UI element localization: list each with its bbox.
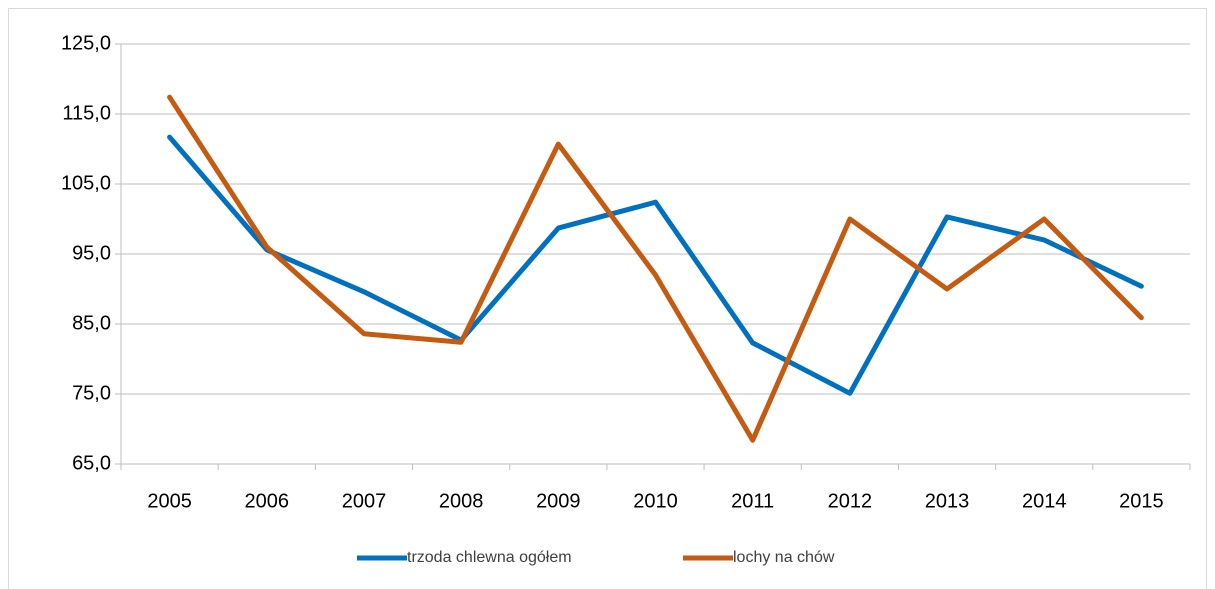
x-tick-label: 2007 <box>342 490 387 512</box>
x-tick-label: 2006 <box>245 490 290 512</box>
y-tick-label: 75,0 <box>72 382 111 404</box>
y-tick-label: 85,0 <box>72 312 111 334</box>
chart-border <box>8 8 1207 589</box>
y-tick-label: 115,0 <box>62 102 111 124</box>
y-tick-label: 125,0 <box>61 32 111 54</box>
x-tick-label: 2010 <box>633 490 678 512</box>
x-tick-label: 2008 <box>439 490 484 512</box>
legend-label: lochy na chów <box>733 549 835 566</box>
x-tick-label: 2011 <box>731 490 774 512</box>
x-tick-label: 2005 <box>147 490 192 512</box>
y-tick-label: 65,0 <box>72 452 111 474</box>
y-tick-label: 105,0 <box>61 172 111 194</box>
y-tick-label: 95,0 <box>72 242 111 264</box>
x-tick-label: 2012 <box>828 490 873 512</box>
x-tick-label: 2015 <box>1119 490 1164 512</box>
x-tick-label: 2013 <box>925 490 970 512</box>
legend-label: trzoda chlewna ogółem <box>407 549 572 566</box>
series-line <box>167 134 1144 396</box>
x-tick-label: 2014 <box>1022 490 1067 512</box>
x-tick-label: 2009 <box>536 490 581 512</box>
series-line <box>167 94 1144 443</box>
